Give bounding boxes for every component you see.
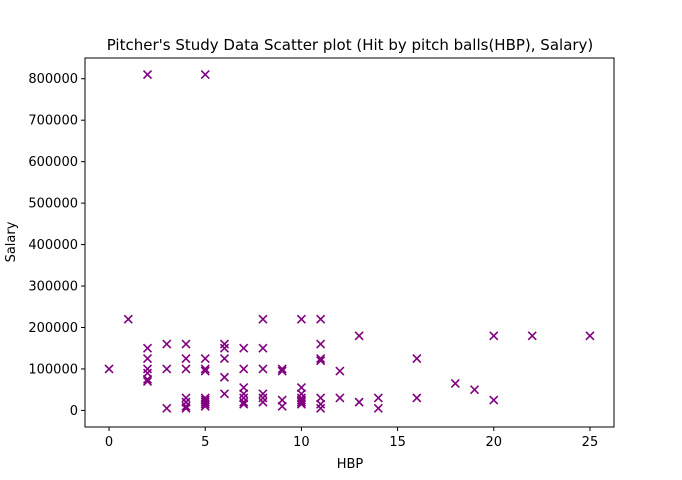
data-point	[412, 393, 422, 403]
y-tick-label: 200000	[28, 321, 78, 336]
data-point	[450, 378, 460, 389]
data-point	[296, 395, 306, 405]
y-tick-label: 500000	[28, 197, 78, 212]
data-point	[200, 399, 210, 409]
data-point	[277, 364, 287, 374]
data-point	[200, 364, 210, 374]
data-point	[142, 343, 153, 353]
x-tick-label: 5	[201, 435, 209, 450]
data-point	[200, 397, 210, 407]
data-point	[104, 364, 114, 374]
y-axis: 0 100000 200000 300000 400000 500000 600000 700…	[28, 72, 85, 419]
data-point	[200, 366, 210, 376]
x-axis: 0 5 10 15 20 25	[105, 427, 598, 450]
data-point	[162, 364, 172, 374]
plot-frame	[84, 57, 615, 428]
data-point	[585, 331, 595, 341]
data-point	[354, 331, 364, 341]
data-point	[200, 401, 210, 411]
x-tick-label: 25	[582, 435, 599, 450]
chart-title: Pitcher's Study Data Scatter plot (Hit b…	[107, 36, 594, 54]
data-point	[277, 366, 287, 376]
x-tick-label: 0	[105, 435, 113, 450]
data-points	[104, 70, 595, 413]
y-tick-label: 0	[70, 404, 78, 419]
data-point	[162, 339, 172, 349]
data-point	[239, 364, 249, 374]
data-point	[200, 70, 210, 80]
data-point	[181, 364, 191, 374]
y-tick-label: 600000	[28, 155, 78, 170]
data-point	[123, 314, 133, 324]
data-point	[469, 385, 480, 395]
data-point	[162, 403, 172, 413]
data-point	[489, 395, 499, 405]
data-point	[258, 343, 268, 353]
data-point	[181, 393, 191, 403]
data-point	[277, 401, 287, 411]
y-tick-label: 400000	[28, 238, 78, 253]
data-point	[258, 389, 268, 399]
data-point	[412, 354, 422, 364]
x-tick-label: 15	[389, 435, 406, 450]
data-point	[316, 399, 326, 409]
data-point	[239, 397, 249, 407]
y-tick-label: 100000	[28, 362, 78, 377]
data-point	[219, 343, 230, 353]
data-point	[335, 366, 345, 376]
y-tick-label: 300000	[28, 280, 78, 295]
data-point	[258, 397, 268, 407]
data-point	[373, 393, 383, 403]
data-point	[296, 314, 306, 324]
data-point	[316, 354, 326, 364]
data-point	[258, 314, 268, 324]
data-point	[527, 331, 537, 341]
x-tick-label: 20	[485, 435, 502, 450]
data-point	[219, 372, 230, 382]
data-point	[258, 393, 268, 403]
data-point	[354, 397, 364, 407]
y-tick-label: 700000	[28, 114, 78, 129]
data-point	[335, 393, 345, 403]
data-point	[181, 401, 191, 411]
data-point	[142, 374, 153, 384]
y-axis-label: Salary	[4, 221, 19, 262]
y-tick-label: 800000	[28, 72, 78, 87]
data-point	[316, 339, 326, 349]
data-point	[181, 403, 191, 413]
data-point	[142, 70, 153, 80]
data-point	[142, 376, 153, 386]
data-point	[200, 354, 210, 364]
data-point	[142, 354, 153, 364]
data-point	[316, 314, 326, 324]
data-point	[489, 331, 499, 341]
data-point	[316, 403, 326, 413]
data-point	[219, 354, 230, 364]
data-point	[239, 399, 249, 409]
data-point	[296, 399, 306, 409]
data-point	[239, 343, 249, 353]
data-point	[373, 403, 383, 413]
data-point	[181, 354, 191, 364]
data-point	[258, 364, 268, 374]
x-axis-label: HBP	[337, 457, 364, 472]
data-point	[219, 389, 230, 399]
data-point	[219, 339, 230, 349]
data-point	[316, 356, 326, 366]
x-tick-label: 10	[293, 435, 310, 450]
data-point	[142, 364, 153, 374]
data-point	[296, 397, 306, 407]
data-point	[181, 339, 191, 349]
data-point	[239, 389, 249, 399]
